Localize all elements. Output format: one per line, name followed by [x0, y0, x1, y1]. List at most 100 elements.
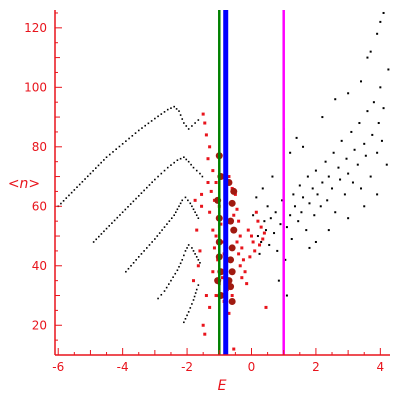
curve-0-point	[154, 117, 156, 120]
red-point	[232, 213, 236, 217]
curve-1-point	[187, 160, 190, 163]
y-tick-label: 100	[24, 80, 47, 94]
black-point	[297, 220, 300, 223]
black-point	[351, 181, 354, 184]
curve-1-point	[100, 233, 103, 235]
curve-0-point	[76, 186, 78, 189]
red-point	[211, 228, 215, 232]
black-point	[314, 169, 317, 172]
x-tick-label: 4	[377, 360, 385, 374]
black-point	[326, 199, 329, 202]
black-point	[356, 163, 359, 166]
black-point	[376, 193, 379, 196]
curve-1-point	[176, 159, 179, 161]
black-point	[264, 229, 267, 232]
large-point	[230, 226, 238, 234]
curve-1-point	[163, 169, 166, 172]
large-point	[227, 283, 235, 291]
curve-2-point	[178, 205, 180, 208]
black-point	[376, 32, 379, 35]
curve-1-point	[129, 203, 132, 205]
curve-1-point	[201, 175, 204, 178]
curve-3-point	[184, 250, 187, 252]
curve-0-point	[108, 153, 111, 156]
red-point	[201, 112, 205, 116]
curve-3-point	[199, 262, 201, 264]
curve-2-point	[191, 205, 193, 208]
curve-2-point	[181, 199, 184, 202]
black-point	[269, 217, 272, 220]
red-point	[192, 279, 196, 283]
black-point	[293, 205, 296, 208]
red-point	[245, 282, 249, 286]
red-point	[209, 189, 213, 193]
black-point	[319, 205, 322, 208]
curve-0-point	[179, 114, 182, 116]
curve-1-point	[121, 211, 124, 214]
black-point	[277, 279, 280, 282]
black-point	[347, 172, 350, 175]
black-point	[308, 246, 311, 249]
black-point	[314, 240, 317, 243]
curve-0-point	[150, 120, 153, 122]
curve-1-point	[119, 214, 121, 216]
tick-marks	[55, 12, 381, 356]
curve-1-point	[185, 158, 188, 161]
curve-3-point	[183, 254, 185, 257]
black-point	[279, 223, 282, 226]
curve-2-point	[168, 220, 171, 222]
black-point	[305, 229, 308, 232]
curve-3-point	[170, 279, 172, 282]
curve-3-point	[163, 290, 166, 292]
curve-2-point	[130, 264, 132, 267]
curve-2-point	[146, 247, 148, 249]
black-point	[340, 139, 343, 142]
curve-4-point	[194, 292, 197, 294]
curve-2-point	[156, 235, 159, 237]
red-point	[248, 255, 252, 259]
red-point	[204, 133, 208, 137]
large-point	[228, 268, 236, 276]
black-point	[311, 187, 314, 190]
red-point	[240, 246, 244, 250]
curve-0-point	[194, 122, 196, 124]
black-point	[255, 196, 258, 199]
red-point	[237, 219, 241, 223]
curve-3-point	[194, 253, 196, 255]
red-point	[214, 234, 218, 238]
curve-0-point	[118, 145, 121, 148]
black-point	[369, 50, 372, 53]
curve-0-point	[163, 111, 166, 113]
red-point	[253, 249, 257, 253]
curve-2-point	[192, 208, 195, 211]
black-point	[284, 258, 287, 261]
black-point	[363, 205, 366, 208]
curve-2-point	[197, 217, 200, 219]
red-point	[200, 192, 204, 196]
curve-1-point	[199, 172, 201, 175]
curve-2-point	[189, 202, 192, 205]
curve-1-point	[132, 200, 135, 203]
black-point	[358, 122, 361, 125]
curve-0-point	[103, 159, 105, 161]
curve-1-point	[143, 189, 145, 192]
curve-1-point	[140, 192, 143, 194]
black-point	[369, 175, 372, 178]
curve-2-point	[195, 214, 198, 217]
curve-3-point	[168, 283, 170, 285]
black-point	[261, 187, 264, 190]
red-point	[232, 347, 236, 351]
curve-3-point	[181, 259, 184, 261]
curve-0-point	[121, 143, 124, 145]
black-point	[308, 202, 311, 205]
black-point	[252, 214, 255, 217]
red-point	[204, 294, 208, 298]
black-point	[281, 199, 284, 202]
black-point	[289, 214, 292, 217]
red-point	[203, 121, 207, 125]
large-point	[228, 297, 236, 305]
x-tick-label: -4	[117, 360, 129, 374]
red-point	[208, 305, 212, 309]
black-point	[360, 80, 363, 83]
red-point	[235, 207, 239, 211]
